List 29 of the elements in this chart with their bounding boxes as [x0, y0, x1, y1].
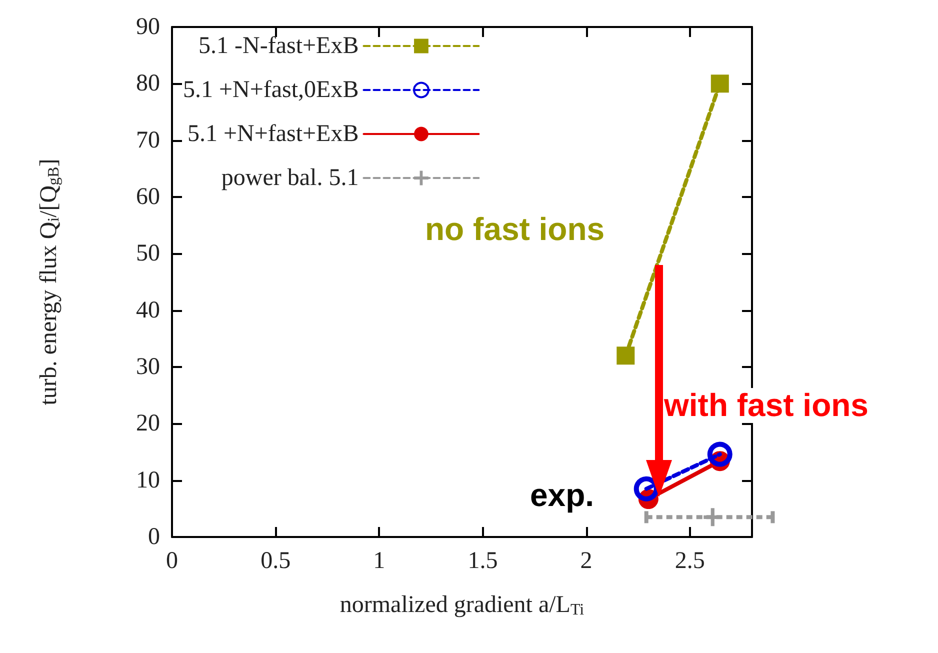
y-axis-title: turb. energy flux Qi/[QgB] [36, 158, 62, 406]
x-tick-label: 0 [166, 548, 178, 574]
point [707, 442, 732, 467]
point [704, 508, 722, 526]
legend-label: 5.1 +N+fast+ExB [187, 121, 359, 147]
x-tick-label: 2.5 [674, 548, 705, 574]
y-tick-label: 30 [136, 354, 160, 380]
x-tick-label: 2 [580, 548, 592, 574]
point [710, 74, 729, 93]
legend-label: power bal. 5.1 [221, 165, 359, 191]
x-tick-label: 1 [373, 548, 386, 574]
y-tick-label: 10 [136, 467, 160, 494]
y-tick-label: 0 [148, 524, 160, 550]
y-tick-label: 20 [136, 410, 160, 437]
y-tick-label: 70 [136, 127, 160, 154]
y-tick-label: 80 [136, 70, 160, 97]
x-tick-label: 0.5 [260, 548, 291, 574]
legend-label: 5.1 +N+fast,0ExB [182, 77, 359, 103]
annotation: no fast ions [425, 211, 605, 248]
x-tick-label: 1.5 [468, 548, 498, 574]
y-tick-label: 40 [136, 297, 160, 324]
annotation: with fast ions [664, 387, 868, 424]
y-tick-label: 60 [136, 184, 160, 210]
x-axis-title: normalized gradient a/LTi [340, 592, 585, 618]
point [616, 346, 635, 365]
y-tick-label: 90 [136, 14, 160, 40]
annotation: exp. [530, 477, 594, 514]
y-tick-label: 50 [136, 240, 160, 267]
legend-label: 5.1 -N-fast+ExB [198, 33, 359, 59]
